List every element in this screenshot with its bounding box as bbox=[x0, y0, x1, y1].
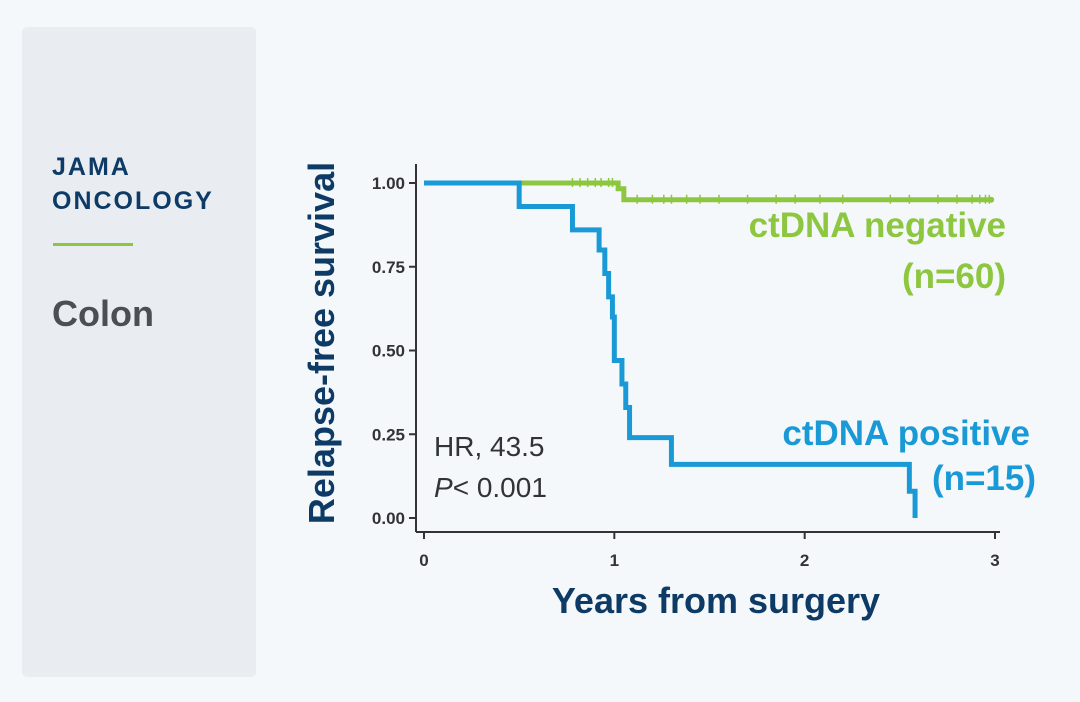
series-line-ctdna-positive bbox=[424, 180, 918, 518]
p-value-text: P< 0.001 bbox=[434, 472, 547, 503]
legend-ctdna-negative: ctDNA negative bbox=[749, 206, 1006, 245]
journal-name-line1: JAMA bbox=[52, 153, 131, 181]
y-tick-label: 0.50 bbox=[372, 342, 405, 361]
y-tick-label: 0.00 bbox=[372, 509, 405, 528]
y-tick-label: 0.75 bbox=[372, 258, 405, 277]
legend-ctdna-positive: ctDNA positive bbox=[782, 414, 1030, 453]
chart-plot-area bbox=[424, 178, 995, 518]
journal-logo: JAMA ONCOLOGY bbox=[52, 150, 214, 218]
journal-name-line2: ONCOLOGY bbox=[52, 187, 214, 215]
y-tick-label: 0.25 bbox=[372, 425, 405, 444]
p-value-number: < 0.001 bbox=[453, 472, 547, 503]
hazard-ratio-text: HR, 43.5 bbox=[434, 431, 545, 462]
series-line-ctdna-negative bbox=[424, 180, 992, 203]
x-tick-label: 0 bbox=[419, 551, 428, 570]
series-end-point bbox=[988, 196, 995, 203]
x-tick-label: 1 bbox=[610, 551, 619, 570]
legend-ctdna-negative-n: (n=60) bbox=[902, 257, 1006, 296]
chart-axes: 0 1 2 3 0.00 0.25 0.50 0.75 1.00 bbox=[372, 164, 1000, 570]
x-tick-label: 3 bbox=[990, 551, 999, 570]
legend-ctdna-positive-n: (n=15) bbox=[932, 459, 1036, 498]
x-axis-title: Years from surgery bbox=[552, 580, 880, 621]
side-panel bbox=[22, 27, 256, 677]
p-value-symbol: P bbox=[434, 472, 453, 503]
accent-divider bbox=[53, 243, 133, 246]
section-label: Colon bbox=[52, 293, 154, 334]
x-tick-label: 2 bbox=[800, 551, 809, 570]
y-axis-title: Relapse-free survival bbox=[301, 162, 342, 524]
y-tick-label: 1.00 bbox=[372, 174, 405, 193]
